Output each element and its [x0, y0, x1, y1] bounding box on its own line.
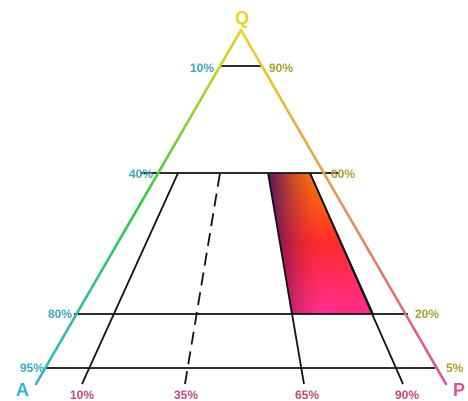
grid-line-bottom-35 [184, 172, 221, 385]
vertex-label-a: A [16, 380, 29, 400]
grid-line-bottom-10 [81, 172, 179, 385]
grid-line-bottom-65 [267, 172, 305, 385]
grid-lines [46, 65, 435, 385]
triangle-outline [34, 28, 448, 386]
highlight-region [268, 173, 373, 314]
bottom-label: 65% [295, 388, 319, 401]
vertex-label-p: P [453, 380, 465, 400]
right-label: 20% [415, 307, 439, 321]
left-edge-labels: 10% 40% 80% 95% [20, 61, 214, 375]
left-label: 95% [20, 361, 44, 375]
region-right-edge [309, 172, 374, 315]
bottom-label: 10% [70, 388, 94, 401]
right-label: 90% [269, 61, 293, 75]
bottom-label: 35% [174, 388, 198, 401]
right-label: 60% [331, 167, 355, 181]
left-label: 40% [129, 167, 153, 181]
left-label: 80% [48, 307, 72, 321]
region-fill-shade [268, 173, 373, 314]
bottom-label: 90% [395, 388, 419, 401]
vertex-label-q: Q [235, 8, 249, 28]
right-edge-labels: 90% 60% 20% 5% [269, 61, 464, 375]
right-edge [239, 28, 448, 386]
left-edge [34, 28, 243, 386]
left-label: 10% [190, 61, 214, 75]
right-label: 5% [446, 361, 464, 375]
bottom-edge-labels: 10% 35% 65% 90% [70, 388, 419, 401]
